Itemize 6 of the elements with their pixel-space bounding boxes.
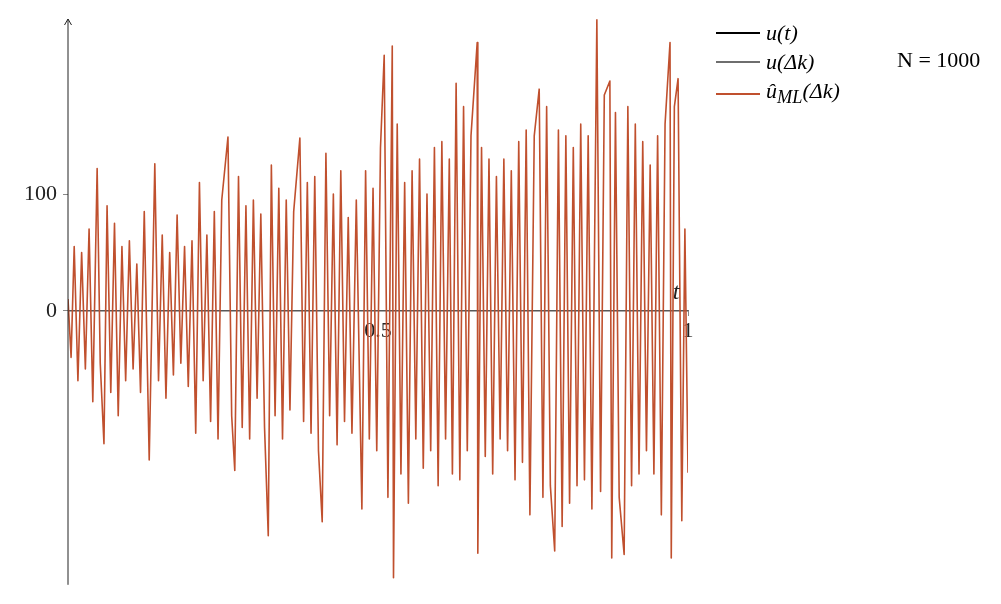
y-tick-label: 100 bbox=[24, 179, 57, 205]
legend-label: u(Δk) bbox=[766, 48, 815, 76]
y-tick-label: 0 bbox=[46, 296, 57, 322]
text: N = 1000 bbox=[897, 47, 981, 73]
legend-label: û$_{ML}$(Δk) bbox=[766, 77, 840, 110]
legend-label: u(t) bbox=[766, 19, 798, 47]
